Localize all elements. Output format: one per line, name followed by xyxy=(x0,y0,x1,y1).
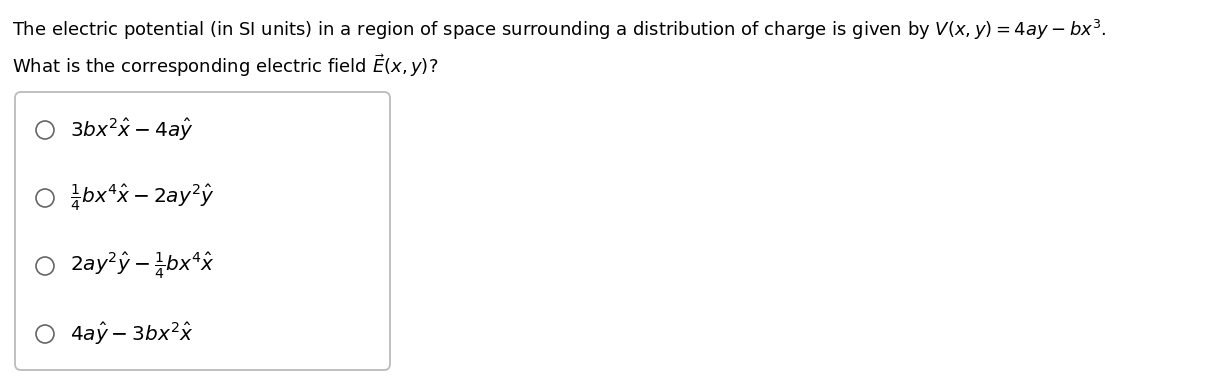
Circle shape xyxy=(36,257,54,275)
Circle shape xyxy=(36,121,54,139)
Text: $\frac{1}{4}bx^{4}\hat{x} - 2ay^{2}\hat{y}$: $\frac{1}{4}bx^{4}\hat{x} - 2ay^{2}\hat{… xyxy=(71,183,215,213)
Circle shape xyxy=(36,325,54,343)
Text: What is the corresponding electric field $\vec{E}(x, y)$?: What is the corresponding electric field… xyxy=(12,52,438,79)
Text: The electric potential (in SI units) in a region of space surrounding a distribu: The electric potential (in SI units) in … xyxy=(12,18,1107,42)
FancyBboxPatch shape xyxy=(15,92,390,370)
Circle shape xyxy=(36,189,54,207)
Text: $4a\hat{y} - 3bx^{2}\hat{x}$: $4a\hat{y} - 3bx^{2}\hat{x}$ xyxy=(71,321,193,347)
Text: $2ay^{2}\hat{y} - \frac{1}{4}bx^{4}\hat{x}$: $2ay^{2}\hat{y} - \frac{1}{4}bx^{4}\hat{… xyxy=(71,251,215,281)
Text: $3bx^{2}\hat{x} - 4a\hat{y}$: $3bx^{2}\hat{x} - 4a\hat{y}$ xyxy=(71,117,193,143)
